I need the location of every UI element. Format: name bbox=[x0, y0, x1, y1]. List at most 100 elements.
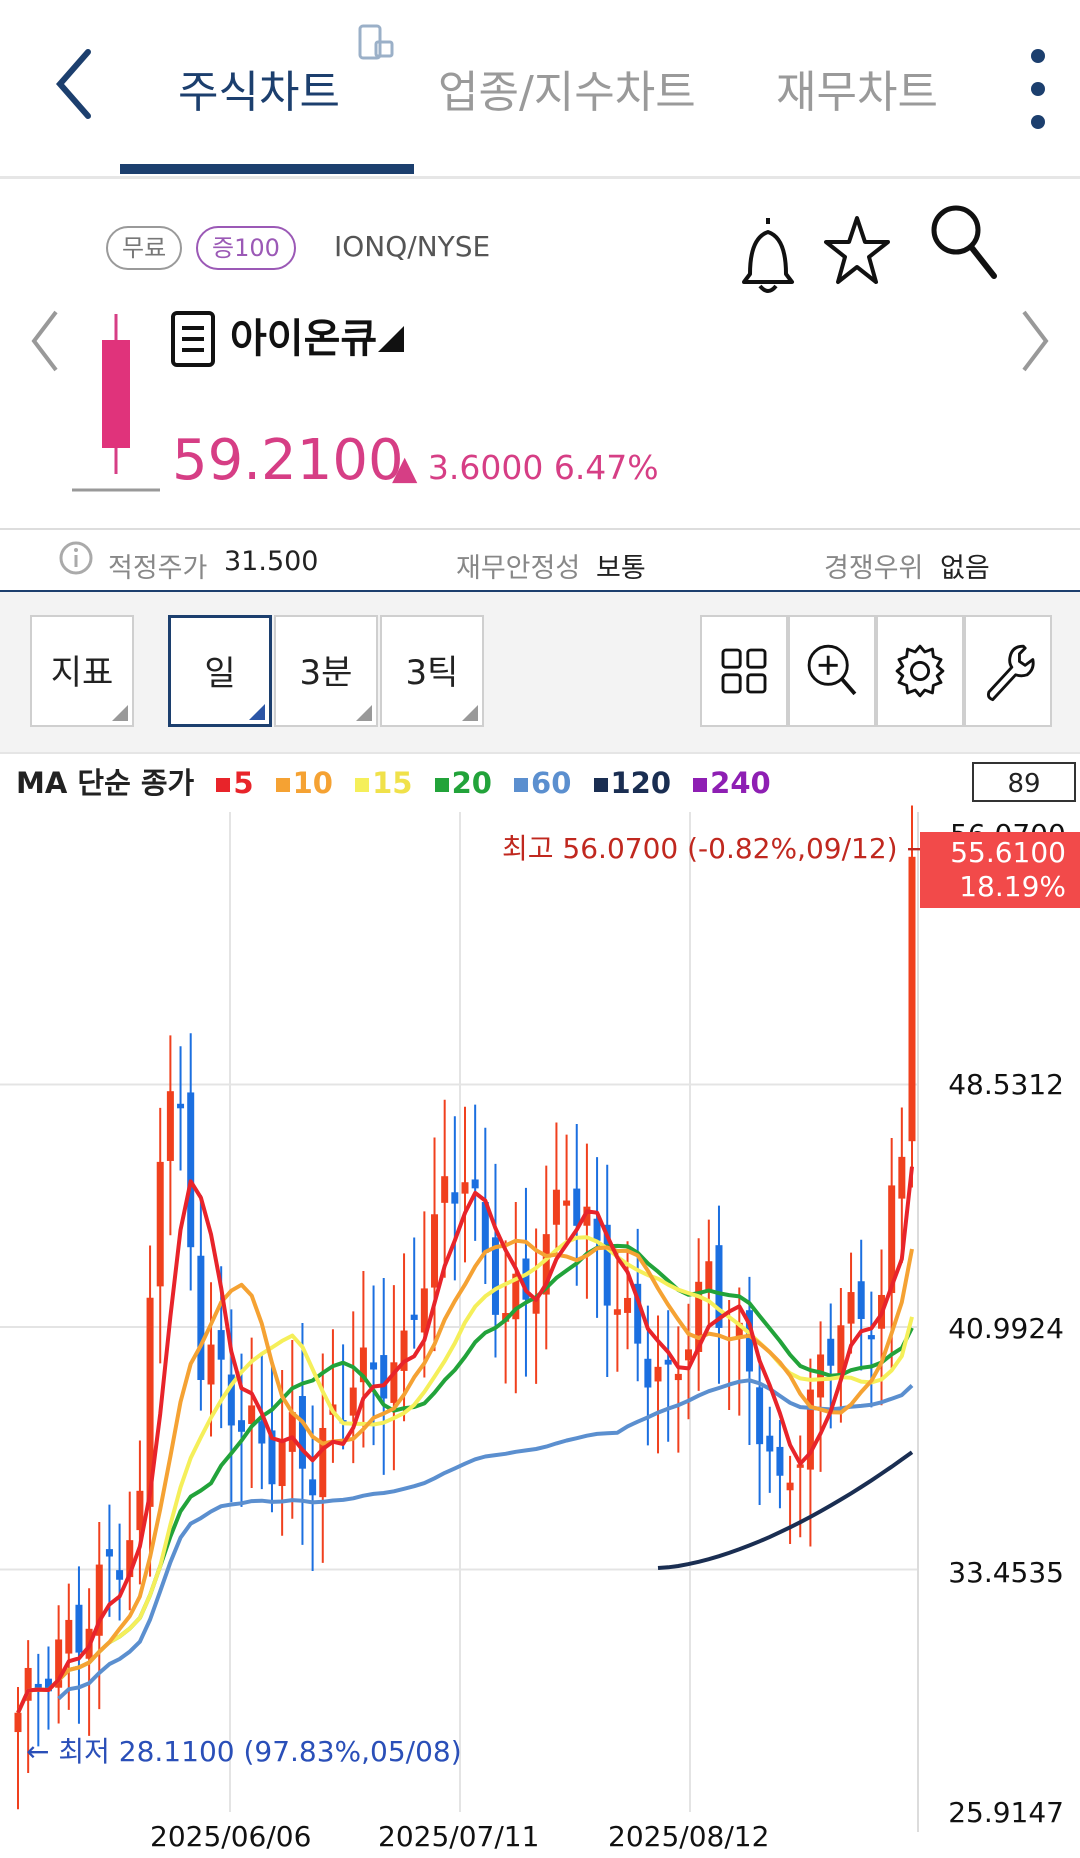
tab-stock-chart[interactable]: 주식차트 bbox=[178, 67, 340, 118]
candle-body bbox=[796, 1464, 804, 1468]
ma-legend-60[interactable]: 60 bbox=[502, 766, 571, 800]
ma-legend-120[interactable]: 120 bbox=[582, 766, 671, 800]
tools-button[interactable] bbox=[964, 615, 1052, 727]
period-day-button[interactable]: 일 bbox=[168, 615, 272, 727]
settings-button[interactable] bbox=[876, 615, 964, 727]
candle-body bbox=[552, 1189, 560, 1225]
grid-icon bbox=[721, 648, 767, 694]
advantage-value: 없음 bbox=[940, 553, 990, 584]
candle-body bbox=[156, 1161, 164, 1287]
candle-body bbox=[258, 1421, 266, 1444]
candle-body bbox=[461, 1182, 469, 1194]
stock-chart[interactable] bbox=[0, 752, 1080, 1854]
last-price-percent: 18.19% bbox=[959, 870, 1066, 903]
ma-5-line bbox=[16, 1166, 914, 1714]
candle-body bbox=[563, 1200, 571, 1206]
candle-body bbox=[14, 1712, 22, 1733]
layout-grid-button[interactable] bbox=[700, 615, 788, 727]
candle-body bbox=[888, 1185, 896, 1294]
candle-body bbox=[55, 1639, 63, 1688]
candle-body bbox=[745, 1310, 753, 1372]
candle-body bbox=[441, 1176, 449, 1203]
ma-120-line bbox=[657, 1450, 914, 1570]
y-tick-top: 56.0700 bbox=[950, 818, 1066, 832]
candle-body bbox=[217, 1330, 225, 1360]
next-stock-icon[interactable] bbox=[1018, 306, 1054, 376]
margin-badge: 증100 bbox=[196, 226, 296, 270]
ma-legend-240[interactable]: 240 bbox=[681, 766, 771, 800]
candle-body bbox=[197, 1255, 205, 1381]
candle-body bbox=[613, 1309, 621, 1315]
indicator-button[interactable]: 지표 bbox=[30, 615, 134, 727]
previous-stock-icon[interactable] bbox=[26, 306, 62, 376]
candle-body bbox=[207, 1344, 215, 1385]
candle-body bbox=[116, 1570, 124, 1580]
candle-body bbox=[268, 1430, 276, 1485]
candle-body bbox=[522, 1258, 530, 1300]
candle-body bbox=[583, 1206, 591, 1226]
device-rotate-icon[interactable] bbox=[356, 22, 396, 62]
zoom-button[interactable] bbox=[788, 615, 876, 727]
y-tick-label: 25.9147 bbox=[948, 1796, 1064, 1829]
ma-legend-10[interactable]: 10 bbox=[264, 766, 333, 800]
candle-body bbox=[512, 1273, 520, 1320]
top-tab-bar bbox=[0, 0, 1080, 179]
candle-body bbox=[278, 1441, 286, 1487]
candle-body bbox=[248, 1405, 256, 1424]
document-icon[interactable] bbox=[170, 310, 216, 368]
zoom-in-icon bbox=[807, 644, 857, 696]
candle-body bbox=[34, 1683, 42, 1688]
candle-body bbox=[105, 1549, 113, 1557]
candle-body bbox=[491, 1237, 499, 1315]
dropdown-triangle-icon[interactable] bbox=[376, 324, 406, 354]
fair-price-label: 적정주가 bbox=[108, 553, 208, 584]
ma-legend-5[interactable]: 5 bbox=[204, 766, 254, 800]
candle-body bbox=[380, 1355, 388, 1399]
tab-sector-index-chart[interactable]: 업종/지수차트 bbox=[438, 67, 696, 118]
back-icon[interactable] bbox=[48, 44, 108, 124]
candle-body bbox=[349, 1387, 357, 1416]
candle-body bbox=[65, 1619, 73, 1654]
candle-body bbox=[319, 1427, 327, 1498]
candle-body bbox=[603, 1224, 611, 1306]
active-tab-indicator bbox=[120, 164, 414, 174]
candle-body bbox=[786, 1482, 794, 1491]
period-3tick-button[interactable]: 3틱 bbox=[380, 615, 484, 727]
candle-body bbox=[857, 1281, 865, 1319]
period-high-annotation: 최고 56.0700 (-0.82%,09/12) → bbox=[502, 832, 930, 865]
candle-count-box[interactable]: 89 bbox=[972, 762, 1076, 802]
tab-financial-chart[interactable]: 재무차트 bbox=[776, 67, 938, 118]
candle-body bbox=[715, 1245, 723, 1328]
candle-body bbox=[227, 1374, 235, 1426]
candle-body bbox=[806, 1389, 814, 1470]
candle-body bbox=[624, 1297, 632, 1313]
candle-body bbox=[238, 1420, 245, 1432]
y-tick-label: 48.5312 bbox=[948, 1068, 1064, 1101]
search-icon[interactable] bbox=[928, 200, 998, 284]
star-icon[interactable] bbox=[824, 212, 890, 292]
chart-area[interactable] bbox=[0, 752, 1080, 1854]
candle-body bbox=[75, 1604, 83, 1653]
candle-body bbox=[634, 1283, 642, 1344]
candle-body bbox=[126, 1540, 134, 1578]
more-menu-icon[interactable] bbox=[1018, 44, 1058, 134]
candle-body bbox=[695, 1281, 703, 1352]
ma-10-line bbox=[16, 1238, 914, 1714]
ma-legend-15[interactable]: 15 bbox=[343, 766, 412, 800]
y-tick-label: 40.9924 bbox=[948, 1312, 1064, 1345]
candle-body bbox=[359, 1347, 367, 1383]
candle-body bbox=[177, 1103, 185, 1109]
candle-body bbox=[654, 1366, 662, 1382]
candle-body bbox=[756, 1387, 764, 1445]
candle-body bbox=[187, 1092, 195, 1248]
candle-body bbox=[867, 1335, 875, 1340]
wrench-icon bbox=[987, 644, 1035, 702]
last-price-value: 55.6100 bbox=[950, 836, 1066, 869]
bell-icon[interactable] bbox=[736, 212, 800, 298]
candle-body bbox=[420, 1288, 428, 1333]
period-3min-button[interactable]: 3분 bbox=[274, 615, 378, 727]
x-tick-label: 2025/08/12 bbox=[608, 1820, 770, 1853]
stock-name[interactable]: 아이온큐 bbox=[230, 316, 378, 362]
ma-legend-20[interactable]: 20 bbox=[423, 766, 492, 800]
info-icon[interactable] bbox=[58, 540, 94, 576]
